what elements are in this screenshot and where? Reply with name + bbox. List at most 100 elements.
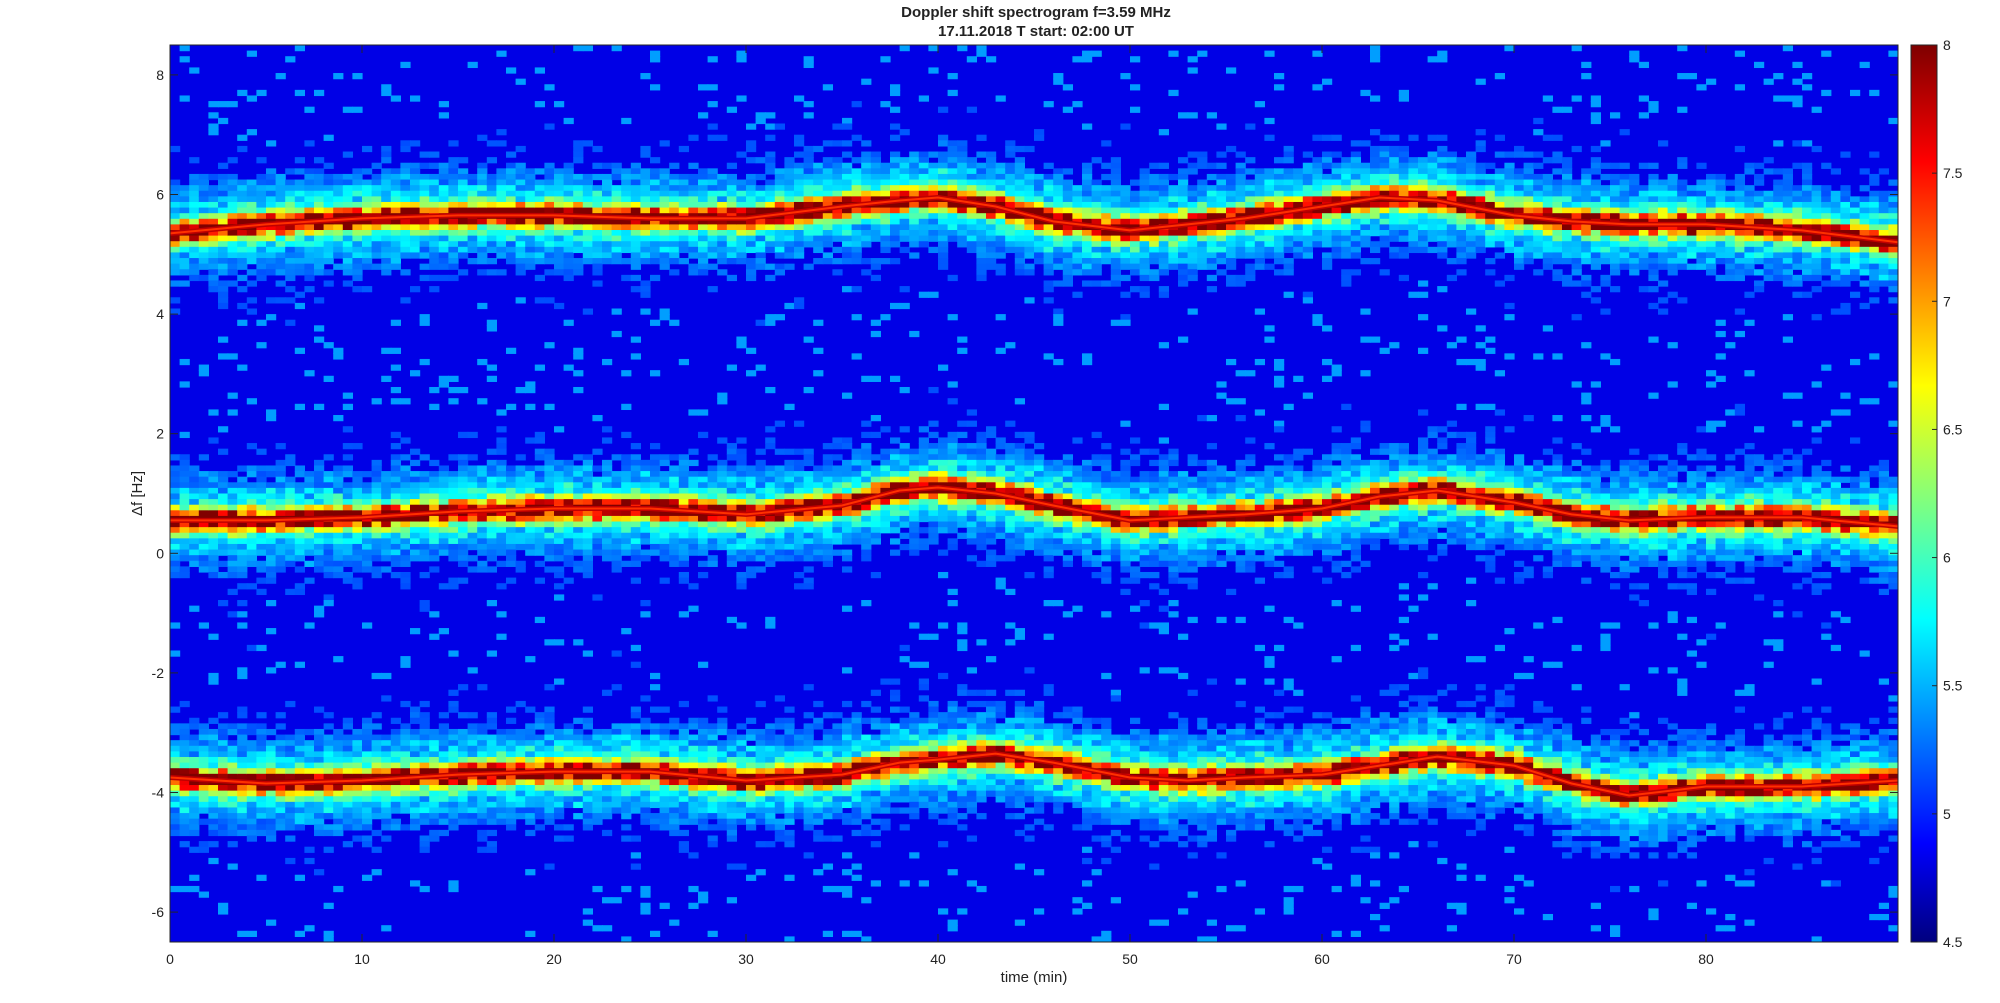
heatmap-cell [918,157,929,164]
heatmap-cell [390,386,401,394]
heatmap-cell [400,190,411,197]
heatmap-cell [266,785,277,792]
heatmap-cell [246,487,257,495]
heatmap-cell [630,728,641,736]
heatmap-cell [198,538,209,545]
heatmap-cell [179,549,190,556]
heatmap-cell [198,751,209,758]
heatmap-cell [890,448,901,455]
heatmap-cell [342,756,353,764]
heatmap-cell [573,207,584,214]
heatmap-cell [218,302,229,310]
heatmap-cell [563,499,574,506]
heatmap-cell [429,151,440,158]
heatmap-cell [592,532,603,539]
heatmap-cell [362,555,373,562]
heatmap-cell [890,493,901,500]
heatmap-cell [371,773,382,781]
heatmap-cell [659,813,670,820]
heatmap-cell [746,347,757,354]
heatmap-cell [726,740,737,747]
heatmap-cell [294,538,305,545]
heatmap-cell [419,885,430,893]
heatmap-cell [390,207,401,214]
heatmap-cell [256,543,267,551]
heatmap-cell [726,829,737,837]
heatmap-cell [573,246,584,254]
heatmap-cell [429,504,440,511]
heatmap-cell [755,521,766,528]
heatmap-cell [208,476,219,483]
heatmap-cell [573,179,584,186]
heatmap-cell [582,482,593,489]
heatmap-cell [314,465,325,472]
heatmap-cell [909,801,920,809]
heatmap-cell [870,230,881,237]
heatmap-cell [726,785,737,792]
heatmap-cell [774,796,785,803]
heatmap-cell [294,157,305,164]
heatmap-cell [256,762,267,769]
heatmap-cell [438,185,449,192]
heatmap-cell [822,443,833,450]
heatmap-cell [390,762,401,769]
heatmap-cell [554,252,565,259]
heatmap-cell [851,190,862,197]
heatmap-cell [880,241,891,248]
heatmap-cell [323,712,334,719]
heatmap-cell [707,201,718,209]
heatmap-cell [198,532,209,539]
heatmap-cell [678,190,689,197]
heatmap-cell [342,392,353,399]
heatmap-cell [218,756,229,764]
heatmap-cell [246,471,257,478]
heatmap-cell [563,252,574,259]
heatmap-cell [582,207,593,214]
heatmap-cell [832,740,843,747]
heatmap-cell [333,818,344,825]
heatmap-cell [746,756,757,764]
heatmap-cell [861,555,872,562]
heatmap-cell [544,762,555,769]
heatmap-cell [275,734,286,741]
heatmap-cell [851,762,862,769]
heatmap-cell [582,532,593,539]
heatmap-cell [323,813,334,820]
heatmap-cell [755,319,766,326]
heatmap-cell [410,745,421,752]
heatmap-cell [870,482,881,489]
heatmap-cell [582,801,593,809]
heatmap-cell [861,549,872,556]
heatmap-cell [726,443,737,450]
heatmap-cell [381,515,392,523]
heatmap-cell [602,728,613,736]
heatmap-cell [227,829,238,837]
heatmap-cell [323,560,334,567]
heatmap-cell [842,173,853,181]
heatmap-cell [640,286,651,293]
heatmap-cell [304,106,315,113]
heatmap-cell [794,168,805,175]
heatmap-cell [515,179,526,186]
heatmap-cell [534,801,545,809]
heatmap-cell [534,499,545,506]
heatmap-cell [678,785,689,792]
heatmap-cell [362,813,373,820]
heatmap-cell [544,521,555,528]
heatmap-cell [688,740,699,747]
heatmap-cell [314,728,325,736]
heatmap-cell [544,773,555,781]
heatmap-cell [467,218,478,225]
heatmap-cell [208,274,219,282]
heatmap-cell [842,605,853,612]
heatmap-cell [218,510,229,517]
heatmap-cell [842,117,853,125]
heatmap-cell [630,807,641,814]
heatmap-cell [227,801,238,809]
heatmap-cell [880,235,891,242]
heatmap-cell [851,168,862,175]
heatmap-cell [534,756,545,764]
heatmap-cell [448,471,459,478]
heatmap-cell [765,437,776,444]
heatmap-cell [256,487,267,495]
